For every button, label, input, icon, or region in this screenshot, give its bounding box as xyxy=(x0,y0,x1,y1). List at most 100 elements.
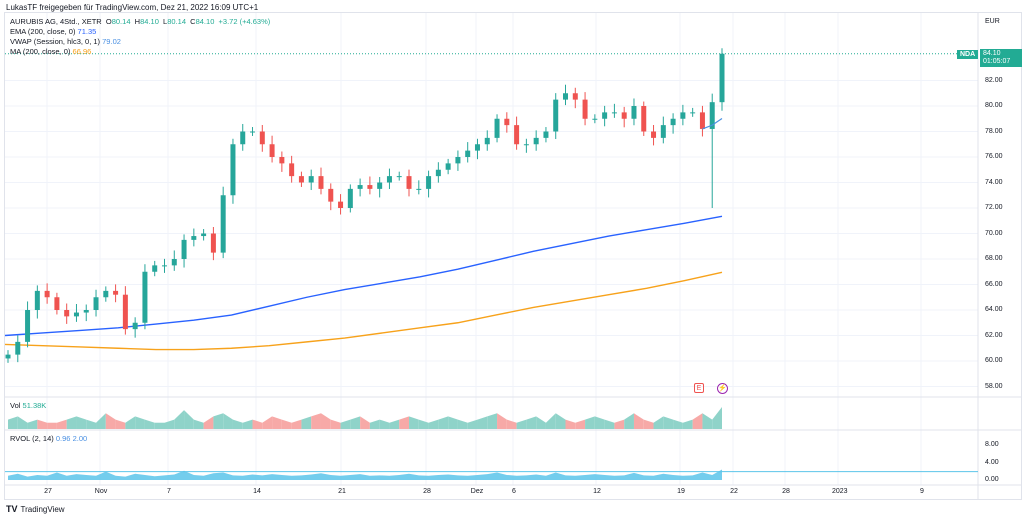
candle-body xyxy=(269,144,275,157)
candle-body xyxy=(396,176,402,178)
candle-body xyxy=(670,118,676,126)
volume-area xyxy=(682,419,693,429)
rvol-tick: 0.00 xyxy=(985,476,999,483)
ema-legend[interactable]: EMA (200, close, 0) 71.35 xyxy=(10,27,96,37)
volume-area xyxy=(448,416,458,429)
candle-body xyxy=(455,157,461,164)
volume-area xyxy=(585,416,595,429)
ema-label: EMA (200, close, 0) xyxy=(10,27,76,36)
candle-body xyxy=(230,144,236,196)
volume-area xyxy=(614,419,625,429)
volume-area xyxy=(633,413,644,429)
candle-body xyxy=(563,93,569,100)
rvol-legend[interactable]: RVOL (2, 14) 0.96 2.00 xyxy=(10,434,87,444)
candle-body xyxy=(504,118,510,126)
price-tick: 62.00 xyxy=(985,331,1003,339)
time-tick: 12 xyxy=(593,488,601,495)
volume-area xyxy=(37,419,48,429)
volume-area xyxy=(467,419,478,429)
price-tick: 64.00 xyxy=(985,306,1003,313)
volume-area xyxy=(8,416,18,429)
price-tick: 76.00 xyxy=(985,153,1003,160)
candle-body xyxy=(572,93,578,100)
symbol-name: AURUBIS AG, 4Std., XETR xyxy=(10,17,102,26)
volume-area xyxy=(164,419,175,429)
volume-area xyxy=(663,416,674,429)
candle-body xyxy=(514,125,520,145)
nda-tag: NDA xyxy=(957,50,979,59)
candle-body xyxy=(426,176,432,189)
volume-area xyxy=(418,419,429,429)
candle-body xyxy=(279,157,285,164)
earnings-event-icon[interactable]: E xyxy=(694,383,704,393)
price-tick: 58.00 xyxy=(985,382,1003,390)
candle-body xyxy=(338,201,344,208)
time-tick: 28 xyxy=(782,488,790,495)
volume-area xyxy=(506,419,517,429)
volume-area xyxy=(125,416,136,429)
volume-area xyxy=(301,416,312,429)
price-tick: 72.00 xyxy=(985,204,1003,211)
tradingview-logo[interactable]: TV TradingView xyxy=(6,504,65,514)
candle-body xyxy=(377,182,383,189)
volume-area xyxy=(281,419,292,429)
candle-body xyxy=(44,290,50,298)
price-tick: 70.00 xyxy=(985,229,1003,237)
volume-area xyxy=(66,416,77,429)
vwap-legend[interactable]: VWAP (Session, hlc3, 0, 1) 79.02 xyxy=(10,37,121,47)
candle-body xyxy=(103,290,109,298)
candle-body xyxy=(250,131,256,133)
price-tick: 68.00 xyxy=(985,255,1003,262)
volume-area xyxy=(643,419,654,429)
volume-area xyxy=(184,410,194,429)
last-price: 84.10 xyxy=(983,50,1001,57)
dividend-event-icon[interactable]: ⚡ xyxy=(717,383,728,394)
volume-area xyxy=(203,416,214,429)
candle-body xyxy=(220,195,226,253)
volume-area xyxy=(360,416,370,429)
volume-area xyxy=(389,419,400,429)
candle-body xyxy=(709,102,715,129)
volume-area xyxy=(174,410,185,429)
candle-body xyxy=(651,131,657,138)
candle-body xyxy=(494,118,500,138)
ma-legend[interactable]: MA (200, close, 0) 66.96 xyxy=(10,47,91,57)
candle-body xyxy=(64,310,70,317)
candle-body xyxy=(34,290,40,310)
volume-area xyxy=(565,419,576,429)
volume-area xyxy=(604,419,615,429)
open-label: O xyxy=(105,17,112,26)
candle-body xyxy=(386,176,392,183)
candle-body xyxy=(465,150,471,157)
candle-body xyxy=(83,310,89,313)
candle-body xyxy=(132,322,138,330)
volume-area xyxy=(350,416,361,429)
candle-body xyxy=(699,112,705,129)
candle-body xyxy=(181,239,187,259)
candle-body xyxy=(318,176,324,189)
volume-area xyxy=(96,413,106,429)
volume-area xyxy=(712,407,722,429)
time-tick: 14 xyxy=(253,488,261,495)
volume-area xyxy=(86,419,97,429)
candle-body xyxy=(54,297,60,310)
volume-area xyxy=(369,419,380,429)
candle-body xyxy=(719,53,725,103)
volume-area xyxy=(115,419,126,429)
time-tick: 27 xyxy=(44,488,52,495)
vol-value: 51.38K xyxy=(22,401,47,410)
volume-area xyxy=(17,416,28,429)
volume-area xyxy=(262,416,273,429)
volume-legend[interactable]: Vol 51.38K xyxy=(10,401,46,411)
volume-area xyxy=(135,416,145,429)
ema-line xyxy=(4,215,723,337)
candle-body xyxy=(484,137,490,145)
currency-label: EUR xyxy=(985,18,1000,25)
bar-countdown: 01:05:07 xyxy=(983,58,1011,65)
ma-value: 66.96 xyxy=(72,47,92,56)
volume-area xyxy=(76,416,87,429)
candle-body xyxy=(171,259,177,266)
rvol-label: RVOL (2, 14) xyxy=(10,434,54,443)
candle-body xyxy=(201,233,207,237)
